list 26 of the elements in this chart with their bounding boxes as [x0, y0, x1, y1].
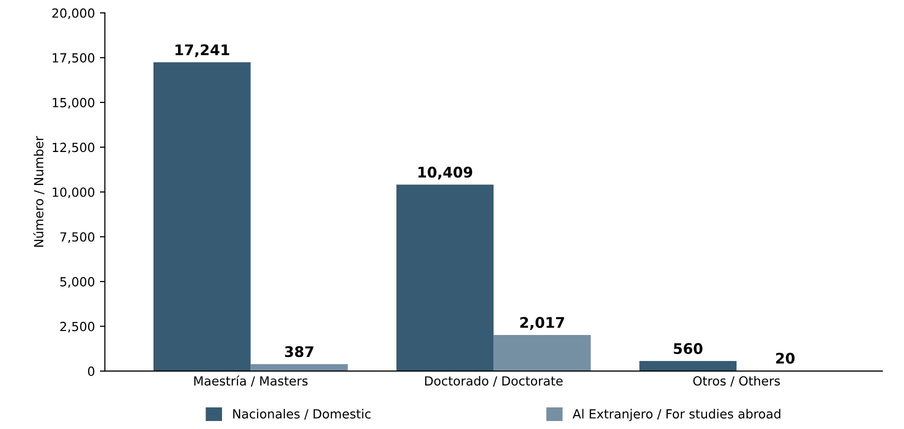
- y-axis-title: Número / Number: [33, 136, 44, 247]
- text: 10,409: [418, 166, 472, 180]
- y-tick-label: 0: [88, 366, 94, 376]
- y-tick-label: 17,500: [52, 53, 94, 64]
- y-tick-label: 5,000: [60, 277, 94, 288]
- y-tick-label: 20,000: [52, 8, 94, 20]
- x-tick-label: Otros / Others: [693, 376, 780, 387]
- x-tick-label: Doctorado / Doctorate: [425, 376, 563, 387]
- bar: [494, 334, 591, 372]
- legend-label: Nacionales / Domestic: [233, 408, 371, 420]
- y-tick-label: 7,500: [60, 232, 94, 243]
- y-tick-label: 15,000: [52, 98, 94, 109]
- text: 17,241: [176, 44, 230, 58]
- bar: [250, 364, 348, 372]
- text: 560: [674, 343, 702, 354]
- y-tick-label: 12,500: [52, 142, 94, 154]
- text: 387: [284, 346, 314, 358]
- bar: [396, 184, 494, 372]
- bar: [639, 361, 737, 372]
- y-tick-label: 2,500: [60, 322, 94, 333]
- y-tick-label: 10,000: [52, 187, 94, 198]
- text: 2,017: [520, 316, 564, 330]
- text: 20: [776, 352, 795, 364]
- legend-label: Al Extranjero / For studies abroad: [572, 408, 780, 422]
- x-tick-label: Maestría / Masters: [194, 375, 308, 387]
- bar: [153, 62, 251, 372]
